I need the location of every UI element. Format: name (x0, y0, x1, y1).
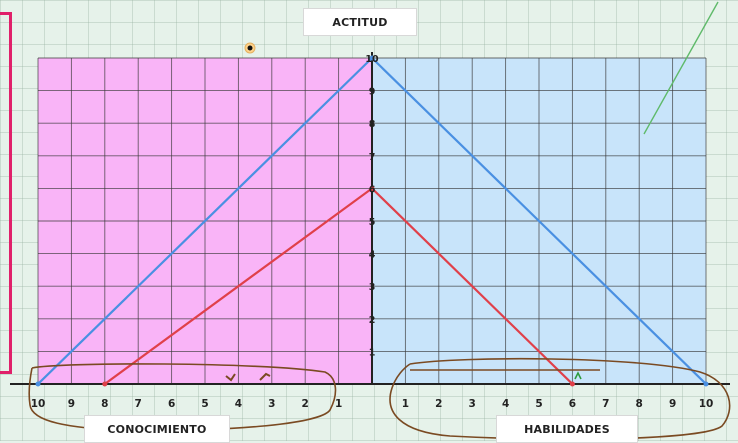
actitud-tick-label: 7 (369, 152, 376, 163)
habilidades-point (703, 381, 709, 387)
actitud-tick-label: 4 (369, 250, 376, 261)
conocimiento-tick-label: 3 (268, 398, 275, 410)
actitud-tick-label: 1 (369, 347, 376, 358)
actitud-tick-label: 2 (369, 315, 376, 326)
conocimiento-tick-label: 1 (335, 398, 342, 410)
habilidades-tick-label: 4 (502, 398, 509, 410)
green-pen-stroke (643, 1, 719, 135)
actitud-tick-label: 5 (369, 217, 376, 228)
conocimiento-tick-label: 9 (68, 398, 75, 410)
conocimiento-tick-label: 10 (31, 398, 46, 410)
cursor-dot-icon (247, 45, 253, 51)
actitud-tick-label: 8 (369, 119, 376, 130)
conocimiento-tick-label: 4 (235, 398, 242, 410)
conocimiento-tick-label: 7 (135, 398, 142, 410)
habilidades-tick-label: 9 (669, 398, 676, 410)
habilidades-tick-label: 3 (469, 398, 476, 410)
actitud-tick-label: 9 (369, 87, 376, 98)
actitud-point (369, 55, 375, 61)
habilidades-axis-label: HABILIDADES (496, 415, 638, 443)
habilidades-tick-label: 2 (435, 398, 442, 410)
conocimiento-axis-label: CONOCIMIENTO (84, 415, 230, 443)
actitud-tick-label: 3 (369, 282, 376, 293)
habilidades-point (569, 381, 575, 387)
conocimiento-tick-label: 5 (201, 398, 208, 410)
green-check-mark (574, 371, 582, 380)
actitud-tick-label: 10 (365, 54, 379, 65)
habilidades-tick-label: 8 (636, 398, 643, 410)
conocimiento-point (102, 381, 108, 387)
conocimiento-tick-label: 2 (302, 398, 309, 410)
conocimiento-point (35, 381, 41, 387)
habilidades-tick-label: 10 (699, 398, 714, 410)
habilidades-tick-label: 1 (402, 398, 409, 410)
habilidades-tick-label: 7 (602, 398, 609, 410)
left-frame-edge (0, 12, 12, 374)
left-ink-loop (28, 363, 337, 432)
conocimiento-tick-label: 6 (168, 398, 175, 410)
right-ink-loop (389, 357, 731, 440)
actitud-point (369, 185, 375, 191)
habilidades-tick-label: 6 (569, 398, 576, 410)
ink-scribble (225, 372, 271, 382)
chart-title: ACTITUD (303, 8, 417, 36)
conocimiento-tick-label: 8 (101, 398, 108, 410)
actitud-tick-label: 6 (369, 184, 376, 195)
habilidades-tick-label: 5 (535, 398, 542, 410)
